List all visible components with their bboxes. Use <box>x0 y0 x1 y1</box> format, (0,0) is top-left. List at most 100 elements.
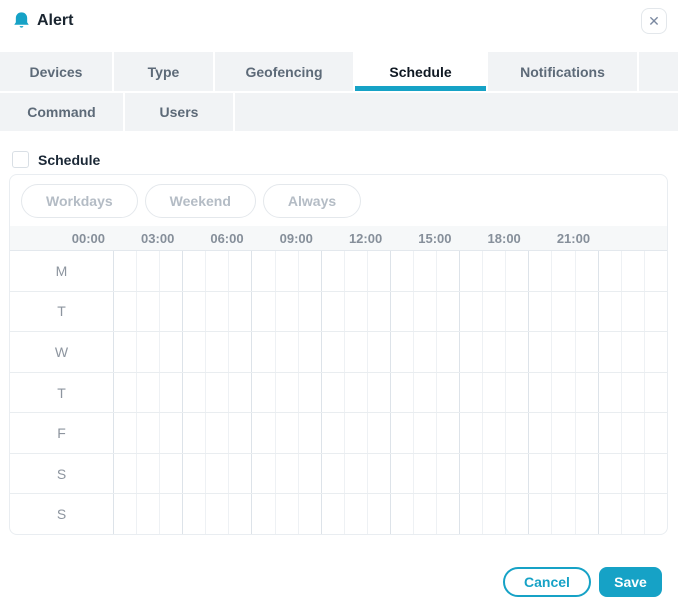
tab-type[interactable]: Type <box>114 52 215 91</box>
schedule-cell[interactable] <box>482 413 505 453</box>
schedule-cell[interactable] <box>436 494 459 534</box>
schedule-cell[interactable] <box>251 372 274 413</box>
schedule-cell[interactable] <box>528 332 551 372</box>
schedule-cell[interactable] <box>136 372 159 413</box>
schedule-cell[interactable] <box>620 291 644 332</box>
schedule-cell[interactable] <box>320 372 344 413</box>
schedule-cell[interactable] <box>551 251 574 291</box>
schedule-cell[interactable] <box>228 332 251 372</box>
schedule-cell[interactable] <box>389 372 413 413</box>
schedule-cell[interactable] <box>297 332 321 372</box>
schedule-cell[interactable] <box>505 291 528 332</box>
schedule-cell[interactable] <box>482 251 505 291</box>
schedule-cell[interactable] <box>366 413 390 453</box>
schedule-cell[interactable] <box>413 251 436 291</box>
schedule-cell[interactable] <box>574 372 598 413</box>
schedule-cell[interactable] <box>528 413 551 453</box>
schedule-cell[interactable] <box>597 291 621 332</box>
schedule-cell[interactable] <box>574 332 598 372</box>
schedule-cell[interactable] <box>159 494 182 534</box>
tab-command[interactable]: Command <box>0 93 125 131</box>
schedule-cell[interactable] <box>459 372 482 413</box>
schedule-cell[interactable] <box>597 453 621 494</box>
schedule-cell[interactable] <box>136 251 159 291</box>
schedule-cell[interactable] <box>320 291 344 332</box>
tab-devices[interactable]: Devices <box>0 52 114 91</box>
schedule-cell[interactable] <box>528 372 551 413</box>
schedule-cell[interactable] <box>182 413 205 453</box>
schedule-cell[interactable] <box>228 372 251 413</box>
schedule-cell[interactable] <box>182 332 205 372</box>
schedule-cell[interactable] <box>597 332 621 372</box>
schedule-cell[interactable] <box>274 291 298 332</box>
schedule-cell[interactable] <box>182 372 205 413</box>
schedule-cell[interactable] <box>182 453 205 494</box>
schedule-cell[interactable] <box>505 453 528 494</box>
schedule-cell[interactable] <box>251 413 274 453</box>
schedule-cell[interactable] <box>597 413 621 453</box>
schedule-cell[interactable] <box>113 453 136 494</box>
schedule-cell[interactable] <box>482 494 505 534</box>
schedule-cell[interactable] <box>413 372 436 413</box>
schedule-cell[interactable] <box>574 291 598 332</box>
schedule-cell[interactable] <box>182 291 205 332</box>
schedule-cell[interactable] <box>597 372 621 413</box>
schedule-cell[interactable] <box>459 413 482 453</box>
schedule-cell[interactable] <box>113 372 136 413</box>
schedule-cell[interactable] <box>528 453 551 494</box>
schedule-cell[interactable] <box>251 453 274 494</box>
schedule-cell[interactable] <box>643 251 667 291</box>
schedule-cell[interactable] <box>205 372 228 413</box>
close-icon[interactable]: ✕ <box>641 8 667 34</box>
schedule-cell[interactable] <box>436 291 459 332</box>
schedule-cell[interactable] <box>297 291 321 332</box>
schedule-cell[interactable] <box>136 453 159 494</box>
schedule-cell[interactable] <box>413 413 436 453</box>
schedule-cell[interactable] <box>205 494 228 534</box>
schedule-cell[interactable] <box>643 291 667 332</box>
schedule-cell[interactable] <box>159 291 182 332</box>
schedule-cell[interactable] <box>228 494 251 534</box>
schedule-cell[interactable] <box>251 494 274 534</box>
schedule-cell[interactable] <box>159 372 182 413</box>
schedule-cell[interactable] <box>343 332 367 372</box>
schedule-cell[interactable] <box>551 291 574 332</box>
schedule-cell[interactable] <box>205 251 228 291</box>
schedule-cell[interactable] <box>620 332 644 372</box>
schedule-cell[interactable] <box>505 251 528 291</box>
schedule-cell[interactable] <box>436 372 459 413</box>
schedule-cell[interactable] <box>413 453 436 494</box>
schedule-cell[interactable] <box>528 494 551 534</box>
schedule-checkbox[interactable] <box>12 151 29 168</box>
schedule-cell[interactable] <box>297 251 321 291</box>
schedule-cell[interactable] <box>482 291 505 332</box>
schedule-cell[interactable] <box>643 372 667 413</box>
schedule-cell[interactable] <box>459 332 482 372</box>
cancel-button[interactable]: Cancel <box>503 567 591 597</box>
schedule-cell[interactable] <box>297 372 321 413</box>
schedule-cell[interactable] <box>366 453 390 494</box>
schedule-cell[interactable] <box>413 291 436 332</box>
schedule-cell[interactable] <box>389 291 413 332</box>
schedule-cell[interactable] <box>528 291 551 332</box>
schedule-cell[interactable] <box>436 453 459 494</box>
schedule-cell[interactable] <box>620 453 644 494</box>
schedule-cell[interactable] <box>113 494 136 534</box>
schedule-cell[interactable] <box>136 494 159 534</box>
schedule-cell[interactable] <box>413 494 436 534</box>
schedule-cell[interactable] <box>436 251 459 291</box>
schedule-cell[interactable] <box>136 413 159 453</box>
schedule-cell[interactable] <box>113 332 136 372</box>
schedule-cell[interactable] <box>551 332 574 372</box>
schedule-cell[interactable] <box>320 413 344 453</box>
schedule-cell[interactable] <box>574 251 598 291</box>
schedule-cell[interactable] <box>320 494 344 534</box>
schedule-cell[interactable] <box>597 494 621 534</box>
schedule-cell[interactable] <box>528 251 551 291</box>
schedule-cell[interactable] <box>274 332 298 372</box>
schedule-cell[interactable] <box>113 251 136 291</box>
tab-users[interactable]: Users <box>125 93 235 131</box>
schedule-cell[interactable] <box>366 291 390 332</box>
schedule-cell[interactable] <box>551 494 574 534</box>
schedule-cell[interactable] <box>136 291 159 332</box>
